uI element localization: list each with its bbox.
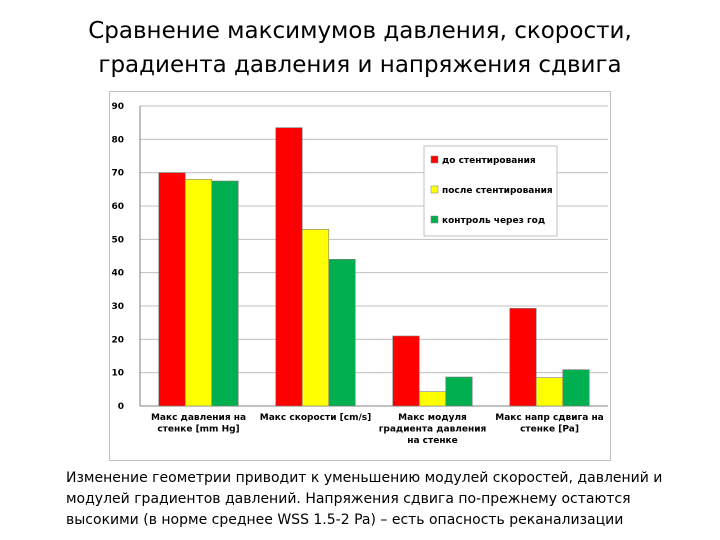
title-line-1: Сравнение максимумов давления, скорости, [88,18,632,44]
x-tick-label-line: Макс модуля [398,413,467,423]
bar [158,172,186,407]
bar [509,308,537,407]
x-tick-label-line: Макс давления на [151,413,246,423]
bar [211,180,239,407]
y-tick-label: 10 [111,369,124,379]
legend-label: после стентирования [442,186,553,196]
bar [301,229,330,407]
y-tick-label: 80 [111,135,124,145]
bar [328,259,356,407]
x-tick-label-line: стенке [mm Hg] [157,425,239,435]
bar [562,369,590,407]
y-tick-label: 30 [111,302,124,312]
legend-label: контроль через год [442,216,545,226]
y-tick-label: 40 [111,269,124,279]
x-tick-label-line: стенке [Pa] [520,425,579,435]
x-tick-label: Макс скорости [cm/s] [260,413,371,423]
x-tick-label-line: Макс скорости [cm/s] [260,413,371,423]
title-line-2: градиента давления и напряжения сдвига [98,52,622,78]
bar [392,335,420,407]
legend-label: до стентирования [442,156,536,166]
y-tick-label: 20 [111,335,124,345]
y-tick-label: 90 [111,102,124,112]
bar-chart: 0 10 20 30 40 50 60 70 80 90 Макс давления на стенк… [111,102,608,446]
x-tick-label-line: на стенке [407,436,458,446]
x-tick-label: Макс давления на стенке [mm Hg] [151,413,246,435]
bar [535,377,564,407]
y-tick-label: 50 [111,235,124,245]
y-tick-label: 70 [111,169,124,179]
x-tick-label: Макс модуля градиента давления на стенке [379,413,487,446]
x-tick-label-line: Макс напр сдвига на [495,413,604,423]
legend-swatch [430,215,439,224]
legend-box [423,145,558,237]
legend-swatch [430,185,439,194]
slide-title: Сравнение максимумов давления, скорости,… [0,14,720,82]
bar [418,391,447,407]
x-tick-label-line: градиента давления [379,425,487,435]
bar [184,179,213,407]
legend-swatch [430,155,439,164]
slide-caption: Изменение геометрии приводит к уменьшени… [66,470,663,528]
x-tick-label: Макс напр сдвига на стенке [Pa] [495,413,604,435]
y-tick-label: 0 [118,402,124,412]
bar [445,376,473,407]
y-tick-label: 60 [111,202,124,212]
bar [275,127,303,407]
